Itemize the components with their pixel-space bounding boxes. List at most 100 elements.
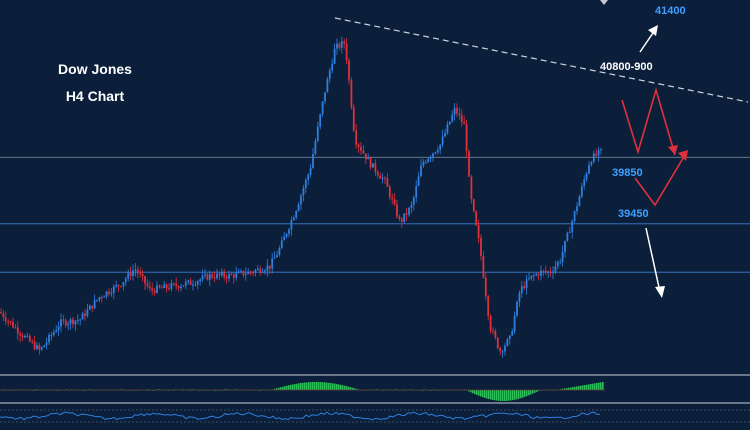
candle-body: [417, 176, 420, 187]
candle-body: [451, 114, 454, 122]
candle-body: [256, 268, 259, 271]
candle-body: [153, 290, 156, 293]
candle-body: [484, 277, 487, 297]
candle-body: [540, 270, 542, 276]
candle-body: [523, 286, 526, 289]
candle-body: [429, 157, 432, 159]
red-v-projection: [634, 154, 686, 207]
candle-body: [278, 248, 281, 255]
macd-bar: [346, 386, 348, 390]
macd-bar: [584, 385, 586, 390]
candle-body: [412, 197, 415, 206]
candle-body: [79, 319, 82, 321]
candle-body: [436, 150, 439, 153]
candle-body: [468, 151, 470, 177]
candle-body: [136, 269, 139, 274]
candlestick-series: [0, 36, 602, 358]
candle-body: [158, 285, 161, 288]
macd-bar: [600, 382, 602, 390]
macd-bar: [470, 390, 472, 393]
candle-body: [288, 229, 290, 234]
candle-body: [151, 288, 154, 291]
scroll-marker: [600, 0, 608, 5]
candle-body: [84, 313, 86, 317]
macd-bar: [274, 388, 276, 390]
candle-body: [252, 272, 254, 274]
candle-body: [122, 282, 125, 287]
candle-body: [19, 333, 22, 336]
candle-body: [144, 276, 146, 284]
macd-bar: [586, 384, 588, 390]
candle-body: [595, 153, 598, 156]
macd-bar: [562, 388, 564, 390]
candle-body: [52, 331, 55, 335]
candle-body: [314, 141, 317, 154]
candle-body: [544, 270, 547, 273]
candle-body: [357, 144, 360, 147]
candle-body: [348, 60, 350, 81]
macd-bar: [316, 382, 318, 390]
candle-body: [376, 171, 379, 176]
candle-body: [45, 342, 48, 346]
macd-bar: [326, 382, 328, 390]
candle-body: [271, 258, 274, 269]
candle-body: [0, 312, 2, 314]
candle-body: [381, 178, 384, 180]
candle-body: [120, 286, 122, 288]
macd-bar: [338, 384, 340, 390]
macd-bar: [592, 383, 594, 390]
macd-bar: [336, 384, 338, 390]
candle-body: [580, 186, 583, 197]
candle-body: [319, 114, 322, 127]
candle-body: [88, 305, 91, 310]
candle-body: [388, 186, 391, 198]
candle-body: [532, 275, 535, 277]
candle-body: [72, 319, 74, 325]
macd-bar: [332, 383, 334, 390]
macd-bar: [352, 387, 354, 390]
candle-body: [518, 293, 521, 302]
macd-bar: [568, 387, 570, 390]
candle-body: [12, 321, 14, 328]
macd-bar: [566, 388, 568, 390]
candle-body: [192, 284, 194, 286]
candle-body: [292, 217, 295, 221]
macd-bar: [538, 390, 540, 391]
candle-body: [24, 335, 26, 338]
candle-body: [172, 283, 175, 285]
candle-body: [187, 280, 190, 283]
candle-body: [422, 162, 425, 166]
macd-bar: [510, 390, 512, 401]
macd-bar: [498, 390, 500, 401]
candle-body: [384, 178, 386, 180]
candle-body: [530, 275, 533, 279]
candle-body: [465, 124, 468, 152]
candle-body: [528, 278, 530, 280]
macd-bar: [572, 387, 574, 390]
macd-bar: [480, 390, 482, 397]
macd-bar: [296, 383, 298, 390]
candle-body: [496, 337, 499, 349]
macd-bar: [298, 383, 300, 390]
candle-body: [26, 335, 29, 337]
candle-body: [295, 210, 298, 218]
candle-body: [480, 237, 482, 257]
macd-bar: [282, 386, 284, 390]
candle-body: [168, 288, 170, 290]
candle-body: [211, 274, 214, 278]
macd-bar: [504, 390, 506, 401]
candle-body: [86, 309, 89, 317]
candle-body: [583, 179, 586, 187]
candle-body: [218, 273, 221, 276]
candle-body: [283, 236, 286, 241]
candle-body: [573, 211, 576, 221]
macd-bar: [354, 388, 356, 390]
candle-body: [369, 157, 372, 168]
macd-bar: [320, 382, 322, 390]
candle-body: [237, 271, 240, 273]
macd-bar: [560, 389, 562, 390]
candle-body: [33, 341, 36, 349]
candle-body: [127, 272, 130, 279]
macd-bar: [564, 388, 566, 390]
macd-bar: [310, 382, 312, 390]
